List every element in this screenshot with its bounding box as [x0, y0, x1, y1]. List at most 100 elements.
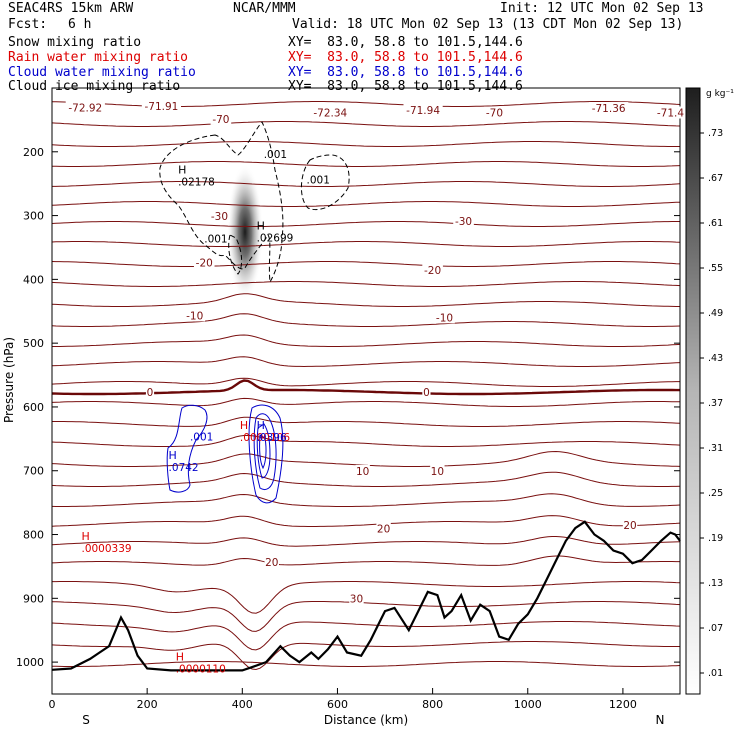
plot-frame	[51, 87, 681, 695]
extremum-value: .001	[190, 431, 213, 443]
temperature-label: -20	[424, 265, 441, 277]
label-backing	[355, 465, 370, 478]
label-backing	[264, 556, 279, 569]
field-name: Cloud water mixing ratio	[8, 65, 196, 80]
extremum-value: .001	[264, 149, 287, 161]
isotherm-line	[51, 161, 681, 167]
isotherm-line	[51, 555, 680, 566]
extremum-value: .0396	[257, 432, 287, 444]
label-backing	[622, 519, 638, 532]
temperature-label: -70	[212, 114, 229, 126]
terrain-profile	[51, 520, 681, 672]
colorbar-label: .55	[708, 263, 723, 274]
colorbar	[685, 87, 701, 695]
y-tick-label: 200	[23, 146, 44, 159]
extremum-value: .0000106	[240, 432, 290, 444]
model-name: SEAC4RS 15km ARW	[8, 1, 134, 16]
extremum-value: .0000110	[176, 664, 226, 676]
x-tick-label: 1200	[609, 698, 637, 711]
isotherm-line	[51, 621, 681, 651]
label-backing	[65, 101, 105, 114]
colorbar-label: .19	[708, 533, 723, 544]
isotherm-line	[52, 334, 681, 347]
temperature-label: -30	[455, 216, 472, 228]
isotherm-line	[51, 241, 681, 247]
field-name: Cloud ice mixing ratio	[8, 79, 181, 94]
x-tick-label: 1000	[514, 698, 542, 711]
isotherm-line	[51, 601, 681, 632]
temperature-label: 10	[431, 466, 444, 478]
extremum-value: .02699	[257, 232, 294, 244]
isotherm-line	[51, 515, 681, 527]
forecast-label: Fcst:	[8, 17, 48, 32]
colorbar-unit: g kg⁻¹	[706, 89, 734, 99]
temperature-label: -70	[486, 108, 503, 120]
temperature-label: 0	[147, 387, 154, 399]
colorbar-label: .07	[708, 623, 723, 634]
organization: NCAR/MMM	[233, 1, 296, 16]
colorbar-label: .73	[708, 128, 723, 139]
temperature-label: -10	[186, 310, 203, 322]
y-tick-label: 500	[23, 337, 44, 350]
temperature-contours	[51, 101, 681, 671]
colorbar-label: .37	[708, 398, 723, 409]
label-backing	[484, 106, 505, 119]
temperature-label: -71.94	[406, 105, 440, 117]
label-backing	[210, 112, 232, 125]
isotherm-line	[51, 471, 681, 487]
x-tick-label: 400	[232, 698, 253, 711]
colorbar-label: .67	[708, 173, 723, 184]
zero-isotherm	[51, 379, 680, 396]
temperature-label: -72.34	[313, 108, 347, 120]
extremum-marker: H	[240, 419, 248, 432]
isotherm-line	[51, 493, 681, 507]
label-backing	[310, 106, 350, 119]
label-backing	[653, 106, 687, 119]
isotherm-line	[51, 377, 680, 387]
field-name: Snow mixing ratio	[8, 35, 142, 50]
field-name: Rain water mixing ratio	[8, 50, 189, 65]
y-tick-label: 700	[23, 465, 44, 478]
extremum-value: .001	[307, 174, 330, 186]
isotherm-line	[51, 434, 681, 447]
extremum-value: .0742	[169, 462, 199, 474]
isotherm-line	[51, 261, 681, 267]
extremum-marker: H	[178, 163, 186, 176]
isotherm-line	[51, 293, 680, 307]
label-backing	[430, 465, 445, 478]
extremum-marker: H	[257, 419, 265, 432]
y-tick-label: 900	[23, 592, 44, 605]
isotherm-line	[51, 397, 681, 407]
isotherm-line	[51, 121, 681, 127]
y-tick-label: 300	[23, 210, 44, 223]
temperature-label: 20	[265, 557, 278, 569]
valid-time: Valid: 18 UTC Mon 02 Sep 13 (13 CDT Mon …	[292, 17, 684, 32]
y-axis-label: Pressure (hPa)	[2, 337, 16, 423]
temperature-label: 0	[423, 387, 430, 399]
y-tick-label: 1000	[16, 656, 44, 669]
label-backing	[453, 214, 474, 227]
isotherm-line	[52, 416, 681, 427]
isotherm-line	[51, 313, 681, 327]
extremum-marker: H	[81, 530, 89, 543]
label-backing	[209, 209, 230, 222]
x-axis-label: Distance (km)	[324, 713, 408, 727]
isotherm-line	[51, 281, 681, 287]
isotherm-line	[52, 581, 681, 614]
label-backing	[589, 102, 629, 115]
field-xy: XY= 83.0, 58.8 to 101.5,144.6	[288, 79, 523, 94]
temperature-label: -71.91	[144, 101, 178, 113]
extremum-value: .001	[204, 234, 227, 246]
label-backing	[193, 256, 215, 269]
temperature-label: -71.4	[657, 108, 684, 120]
colorbar-ticks: .73 .67 .61 .55 .49 .43 .37 .31 .25 .19 .13 .07 .01	[700, 128, 723, 679]
colorbar-label: .13	[708, 578, 723, 589]
temperature-label: -20	[196, 257, 213, 269]
x-tick-label: 800	[422, 698, 443, 711]
label-backing	[349, 592, 364, 605]
temperature-label: -30	[211, 211, 228, 223]
colorbar-label: .31	[708, 443, 723, 454]
cloud-ice-contour	[301, 154, 350, 210]
label-backing	[376, 522, 391, 535]
